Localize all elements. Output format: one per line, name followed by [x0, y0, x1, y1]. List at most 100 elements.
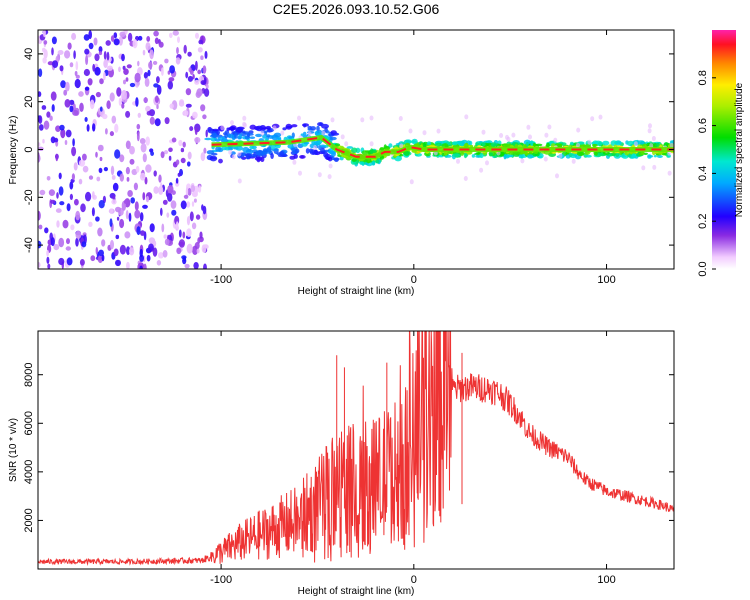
spectrogram-cell	[139, 265, 143, 269]
spectrogram-cell	[344, 141, 349, 147]
spectrogram-cell	[175, 159, 180, 165]
spectrogram-cell	[149, 116, 155, 125]
spectrogram-cell	[119, 31, 126, 37]
spectrogram-cell	[169, 65, 176, 74]
spectrogram-cell	[184, 263, 190, 269]
spectrogram-cell	[191, 222, 197, 230]
spectrogram-cell	[147, 69, 151, 77]
spectrogram-cell	[60, 128, 66, 139]
spectrogram-cell	[167, 70, 171, 75]
spectrogram-cell	[92, 123, 96, 132]
y-tick-label: 2000	[23, 508, 35, 532]
spectrogram-cell	[452, 141, 458, 146]
spectrogram-cell	[152, 60, 158, 65]
spectrogram-cell	[594, 151, 598, 156]
spectrogram-cell	[488, 152, 494, 157]
spectrogram-cell	[479, 167, 484, 173]
spectrogram-cell	[75, 237, 79, 247]
spectrogram-cell	[88, 30, 92, 40]
spectrogram-cell	[163, 150, 169, 155]
spectrogram-cell	[99, 156, 103, 162]
spectrogram-cell	[328, 163, 333, 169]
spectrogram-cell	[436, 128, 441, 134]
spectrogram-cell	[641, 151, 645, 155]
spectrogram-cell	[178, 100, 185, 107]
spectrogram-cell	[98, 51, 103, 56]
spectrogram-cell	[118, 97, 122, 106]
spectrogram-cell	[138, 35, 143, 41]
spectrogram-cell	[154, 95, 159, 103]
snr-line	[38, 331, 674, 566]
spectrogram-cell	[142, 204, 148, 209]
spectrogram-cell	[267, 127, 271, 131]
spectrogram-cell	[110, 35, 115, 42]
spectrogram-cell	[490, 142, 498, 147]
spectrogram-cell	[403, 150, 410, 156]
spectrogram-x-ticks: -100 0 100	[210, 30, 616, 286]
spectrogram-cell	[43, 40, 48, 45]
spectrogram-cell	[313, 145, 317, 151]
spectrogram-cell	[164, 117, 170, 125]
spectrogram-cell	[88, 175, 94, 180]
colorbar-tick-label: 0.8	[697, 70, 709, 85]
spectrogram-cell	[211, 152, 218, 156]
spectrogram-cell	[166, 212, 170, 218]
spectrogram-cell	[555, 173, 559, 179]
spectrogram-cell	[590, 116, 595, 122]
spectrogram-cell	[187, 151, 192, 160]
y-tick-label: 4000	[23, 460, 35, 484]
spectrogram-cell	[196, 248, 200, 254]
spectrogram-cell	[64, 50, 71, 59]
spectrogram-cell	[409, 179, 414, 185]
spectrogram-cell	[576, 151, 585, 157]
spectrogram-cell	[38, 115, 43, 124]
spectrogram-cell	[51, 104, 55, 112]
spectrogram-cell	[205, 84, 209, 89]
spectrogram-cell	[160, 151, 165, 159]
spectrogram-cell	[282, 127, 287, 131]
spectrogram-cell	[194, 127, 198, 135]
spectrogram-cell	[55, 208, 62, 213]
spectrogram-cell	[116, 216, 120, 221]
spectrogram-cell	[463, 176, 468, 181]
spectrogram-cell	[96, 176, 101, 182]
spectrogram-cell	[456, 158, 460, 164]
spectrogram-cell	[187, 75, 193, 82]
spectrogram-cell	[101, 239, 106, 247]
spectrogram-cell	[67, 42, 72, 50]
spectrogram-cell	[78, 159, 86, 167]
spectrogram-cell	[230, 126, 235, 132]
spectrogram-cell	[249, 124, 257, 130]
spectrogram-cell	[193, 198, 197, 203]
spectrogram-cell	[186, 216, 191, 226]
spectrogram-cell	[249, 145, 255, 150]
spectrogram-cell	[42, 57, 47, 64]
spectrogram-cell	[319, 144, 326, 148]
spectrogram-cell	[404, 139, 412, 144]
spectrogram-cell	[154, 37, 159, 45]
spectrogram-cell	[631, 153, 636, 159]
spectrogram-cell	[190, 185, 196, 192]
spectrogram-cell	[126, 261, 130, 269]
snr-panel: -100 0 100 2000 4000 6000 8000 Height of stra…	[8, 330, 675, 597]
spectrogram-cell	[422, 130, 427, 136]
spectrogram-cell	[197, 237, 201, 245]
spectrogram-cell	[97, 255, 103, 263]
y-tick-label: -20	[23, 189, 35, 205]
spectrogram-cell	[502, 143, 509, 148]
spectrogram-cell	[585, 154, 592, 158]
colorbar-tick-label: 0.6	[697, 118, 709, 133]
spectrogram-cell	[180, 200, 187, 210]
spectrogram-cell	[321, 130, 326, 136]
spectrogram-cell	[129, 247, 135, 256]
spectrogram-cell	[175, 221, 179, 230]
colorbar-gradient	[712, 30, 736, 269]
spectrogram-cell	[180, 157, 186, 164]
spectrogram-cell	[195, 214, 201, 220]
spectrogram-cell	[79, 259, 85, 266]
spectrogram-cell	[557, 143, 563, 148]
spectrogram-cell	[144, 77, 150, 87]
spectrogram-cell	[38, 142, 41, 147]
spectrogram-cell	[71, 32, 77, 41]
